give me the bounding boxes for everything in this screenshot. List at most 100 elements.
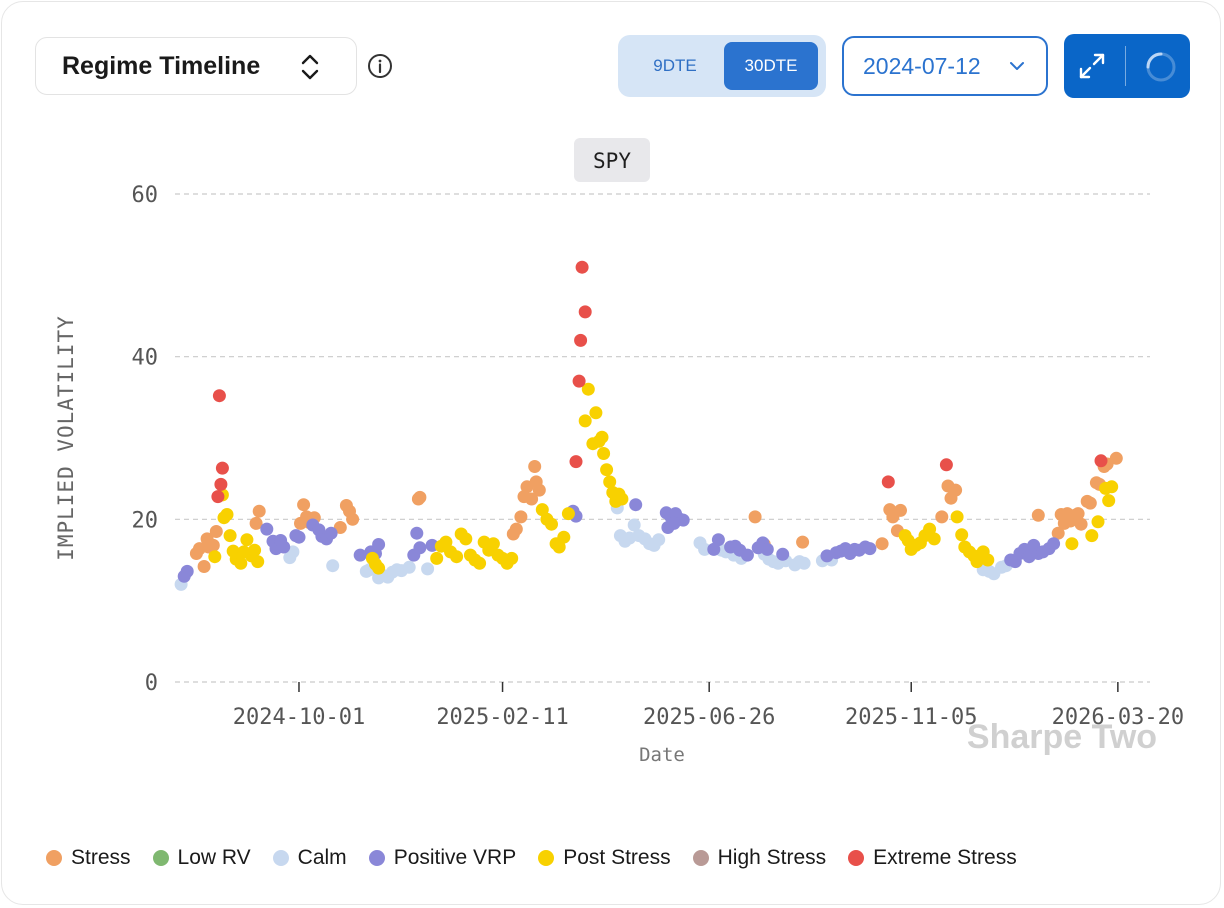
data-point bbox=[197, 560, 211, 573]
legend-dot bbox=[46, 850, 62, 866]
date-select-value: 2024-07-12 bbox=[863, 52, 981, 79]
legend-label: Positive VRP bbox=[393, 846, 517, 869]
data-point bbox=[240, 533, 254, 547]
data-point bbox=[627, 518, 641, 532]
y-tick-label: 20 bbox=[132, 508, 159, 533]
legend-dot bbox=[272, 850, 289, 866]
data-point bbox=[211, 490, 225, 504]
legend-item[interactable]: Post Stress bbox=[538, 846, 671, 870]
data-point bbox=[248, 543, 262, 557]
data-point bbox=[208, 550, 222, 564]
data-point bbox=[935, 510, 949, 524]
data-point bbox=[277, 540, 291, 554]
data-point bbox=[486, 537, 500, 551]
data-point bbox=[450, 550, 464, 564]
data-point bbox=[578, 414, 592, 428]
view-selector-label: Regime Timeline bbox=[62, 51, 261, 80]
legend-item[interactable]: High Stress bbox=[692, 846, 827, 870]
view-selector[interactable]: Regime Timeline bbox=[35, 37, 357, 95]
y-tick-label: 60 bbox=[132, 183, 159, 208]
legend-item[interactable]: Calm bbox=[272, 846, 347, 870]
chevron-down-icon bbox=[1010, 62, 1024, 70]
data-point bbox=[1102, 494, 1116, 508]
data-point bbox=[894, 503, 907, 517]
legend-item[interactable]: Extreme Stress bbox=[848, 846, 1017, 870]
x-tick-label: 2025-11-05 bbox=[845, 705, 977, 730]
data-point bbox=[615, 492, 629, 506]
chart-actions bbox=[1064, 34, 1190, 98]
x-tick-label: 2025-02-11 bbox=[436, 705, 568, 730]
data-point bbox=[927, 532, 941, 546]
legend-label: High Stress bbox=[717, 846, 827, 869]
dte-30-button[interactable]: 30DTE bbox=[724, 42, 818, 90]
chart-legend: Stress Low RV Calm Positive VRP Post Stress H… bbox=[46, 844, 1039, 872]
data-point bbox=[209, 525, 223, 538]
data-point bbox=[1091, 515, 1105, 529]
data-point bbox=[578, 305, 592, 319]
data-point bbox=[410, 526, 424, 540]
legend-dot bbox=[692, 850, 709, 866]
info-icon[interactable] bbox=[367, 53, 393, 79]
legend-dot bbox=[152, 850, 169, 866]
data-point bbox=[1065, 537, 1079, 551]
legend-item[interactable]: Stress bbox=[46, 846, 131, 870]
data-point bbox=[353, 548, 367, 562]
data-point bbox=[1071, 507, 1085, 521]
data-point bbox=[652, 533, 666, 547]
data-point bbox=[535, 503, 549, 517]
chart-title: SPY bbox=[593, 149, 631, 173]
expand-icon[interactable] bbox=[1076, 50, 1108, 82]
legend-item[interactable]: Low RV bbox=[152, 846, 251, 870]
data-point bbox=[180, 564, 194, 578]
legend-item[interactable]: Positive VRP bbox=[368, 846, 517, 870]
loading-spinner-icon[interactable] bbox=[1144, 50, 1178, 84]
data-point bbox=[667, 516, 681, 530]
data-point bbox=[430, 551, 444, 565]
data-point bbox=[234, 556, 248, 570]
data-point bbox=[439, 535, 453, 549]
chevron-up-down-icon bbox=[301, 54, 319, 80]
data-point bbox=[748, 510, 762, 524]
data-point bbox=[569, 455, 583, 469]
data-point bbox=[260, 522, 274, 536]
legend-label: Stress bbox=[71, 846, 131, 869]
data-point bbox=[595, 430, 609, 444]
data-point bbox=[955, 528, 969, 542]
data-point bbox=[981, 553, 995, 567]
dte-toggle: 9DTE 30DTE bbox=[618, 35, 826, 97]
data-point bbox=[1074, 517, 1088, 531]
data-point bbox=[215, 461, 229, 475]
data-point bbox=[525, 492, 539, 506]
data-point bbox=[292, 530, 306, 544]
data-point bbox=[939, 458, 953, 472]
data-point bbox=[421, 562, 435, 576]
data-point bbox=[459, 532, 473, 546]
data-point bbox=[372, 538, 386, 551]
watermark: Sharpe Two bbox=[967, 718, 1157, 756]
data-point bbox=[528, 460, 542, 473]
data-point bbox=[413, 541, 427, 555]
symbol-badge bbox=[574, 138, 650, 182]
data-point bbox=[326, 559, 340, 573]
data-point bbox=[574, 333, 588, 347]
data-point bbox=[324, 526, 338, 540]
data-point bbox=[212, 389, 226, 403]
data-point bbox=[514, 510, 528, 524]
x-axis-label: Date bbox=[639, 744, 685, 766]
data-point bbox=[711, 533, 725, 547]
data-point bbox=[346, 512, 360, 526]
y-tick-label: 0 bbox=[145, 671, 158, 696]
actions-divider bbox=[1125, 46, 1126, 86]
dte-9-button[interactable]: 9DTE bbox=[653, 56, 697, 75]
date-select[interactable]: 2024-07-12 bbox=[842, 36, 1048, 96]
data-point bbox=[509, 522, 523, 536]
data-point bbox=[740, 548, 754, 562]
data-point bbox=[600, 463, 614, 477]
data-point bbox=[214, 477, 228, 491]
data-point bbox=[252, 504, 266, 518]
data-point bbox=[552, 540, 566, 554]
data-point bbox=[950, 510, 964, 524]
data-point bbox=[545, 517, 558, 531]
data-point bbox=[402, 560, 416, 574]
data-point bbox=[875, 537, 889, 551]
